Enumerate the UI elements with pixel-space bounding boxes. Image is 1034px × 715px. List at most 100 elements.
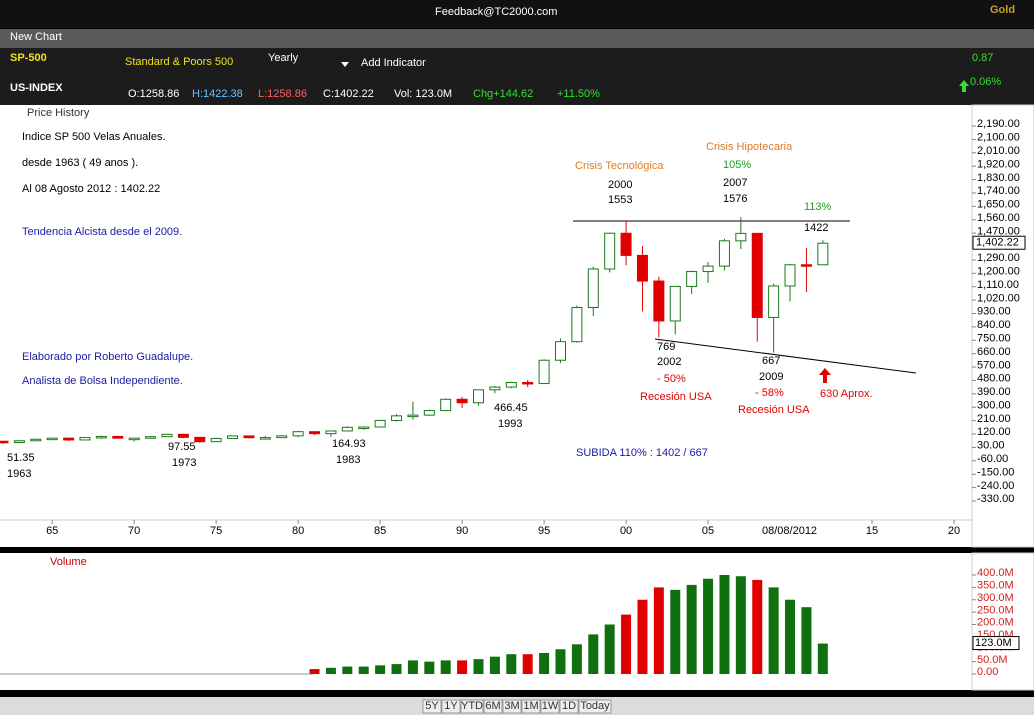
range-button-label[interactable]: 1D [562, 700, 576, 712]
annotation: Crisis Hipotecaria [706, 141, 793, 153]
range-button-label[interactable]: 5Y [425, 700, 439, 712]
annotation: Recesión USA [738, 404, 810, 416]
candle-body [669, 285, 681, 322]
annotation: 1993 [498, 418, 522, 430]
candle-body [473, 389, 484, 404]
annotation: 08/08/2012 [762, 525, 817, 537]
y-tick-label: 30.00 [977, 440, 1005, 452]
arrow [819, 368, 831, 383]
volume-bar [686, 584, 697, 674]
x-tick-label: 80 [292, 525, 304, 537]
volume-bar [375, 665, 386, 674]
x-tick-label: 85 [374, 525, 386, 537]
y-tick-label: 1,470.00 [977, 225, 1020, 237]
range-button-label[interactable]: 1Y [444, 700, 458, 712]
annotation: Analista de Bolsa Independiente. [22, 375, 183, 387]
y-tick-label: 750.00 [977, 332, 1011, 344]
symbol[interactable]: SP-500 [10, 52, 47, 64]
candle-body [423, 410, 435, 416]
volume-bar [506, 654, 517, 674]
range-button[interactable] [483, 699, 503, 714]
y-tick-label: 1,920.00 [977, 158, 1020, 170]
feedback[interactable]: Feedback@TC2000.com [435, 6, 557, 18]
volume-label[interactable]: Volume [50, 556, 87, 568]
candle-body [554, 341, 566, 361]
range-button-label[interactable]: 3M [504, 700, 519, 712]
close: C:1402.22 [323, 88, 374, 100]
annotation: 2009 [759, 371, 783, 383]
tab-bar [0, 29, 1034, 48]
volume-bar [785, 599, 796, 674]
range-button-label[interactable]: Today [580, 700, 610, 712]
annotation: 164.93 [332, 438, 366, 450]
tab[interactable]: New Chart [10, 31, 62, 43]
volume-bar [637, 599, 648, 674]
y-tick-label: 400.0M [977, 567, 1014, 579]
range-button[interactable] [460, 699, 484, 714]
annotation: Elaborado por Roberto Guadalupe. [22, 351, 193, 363]
panel-label[interactable]: Price History [27, 107, 90, 119]
y-tick-label: -60.00 [977, 453, 1008, 465]
candle-body [702, 265, 714, 273]
volume-bar [555, 649, 566, 674]
price-panel [0, 105, 1034, 547]
range-button[interactable] [521, 699, 541, 714]
volume-bar [391, 664, 402, 674]
range-button[interactable] [422, 699, 442, 714]
range-button[interactable] [540, 699, 560, 714]
y-tick-label: 390.00 [977, 386, 1011, 398]
candle-body [46, 437, 58, 441]
volume-tag-label: 123.0M [975, 637, 1012, 649]
range-button-label[interactable]: 6M [485, 700, 500, 712]
period[interactable]: Yearly [268, 52, 299, 64]
volume-bar [752, 579, 763, 674]
annotation: 1422 [804, 222, 828, 234]
net-change: 0.87 [972, 52, 993, 64]
volume-bar [571, 644, 582, 674]
y-tick-label: 1,020.00 [977, 292, 1020, 304]
candle-body [309, 431, 321, 435]
candle-body [391, 415, 403, 421]
range-button[interactable] [502, 699, 522, 714]
annotation: 2002 [657, 356, 681, 368]
price-tag [972, 235, 1026, 250]
candle-body [407, 414, 419, 418]
candle-body [538, 359, 550, 385]
range-button[interactable] [578, 699, 612, 714]
candle-body [653, 280, 665, 322]
candle-body [686, 271, 698, 287]
add-indicator[interactable]: Add Indicator [361, 57, 426, 69]
annotation: 2000 [608, 179, 632, 191]
range-button[interactable] [559, 699, 579, 714]
x-tick-label: 00 [620, 525, 632, 537]
dropdown-arrow[interactable] [341, 62, 349, 67]
volume-bar [539, 652, 550, 674]
net-change-pct: 0.06% [970, 76, 1001, 88]
candle-body [95, 435, 107, 439]
annotation: 466.45 [494, 402, 528, 414]
x-tick-label: 65 [46, 525, 58, 537]
annotation: 1983 [336, 454, 360, 466]
range-button-label[interactable]: 1M [523, 700, 538, 712]
annotation: 769 [657, 341, 675, 353]
volume-bar [801, 607, 812, 674]
y-tick-label: -240.00 [977, 480, 1014, 492]
volume-bar [653, 587, 664, 674]
volume-bar [309, 669, 320, 674]
range-button-label[interactable]: YTD [461, 700, 483, 712]
annotation: 97.55 [168, 441, 196, 453]
candle-body [522, 381, 534, 385]
y-tick-label: 1,290.00 [977, 252, 1020, 264]
y-tick-label: 570.00 [977, 359, 1011, 371]
range-button-label[interactable]: 1W [542, 700, 559, 712]
volume-bar [440, 660, 451, 674]
annotation: 1553 [608, 194, 632, 206]
annotation: Recesión USA [640, 391, 712, 403]
volume-bar [670, 589, 681, 674]
annotation: 1973 [172, 457, 196, 469]
high: H:1422.38 [192, 88, 243, 100]
low: L:1258.86 [258, 88, 307, 100]
range-button[interactable] [441, 699, 461, 714]
